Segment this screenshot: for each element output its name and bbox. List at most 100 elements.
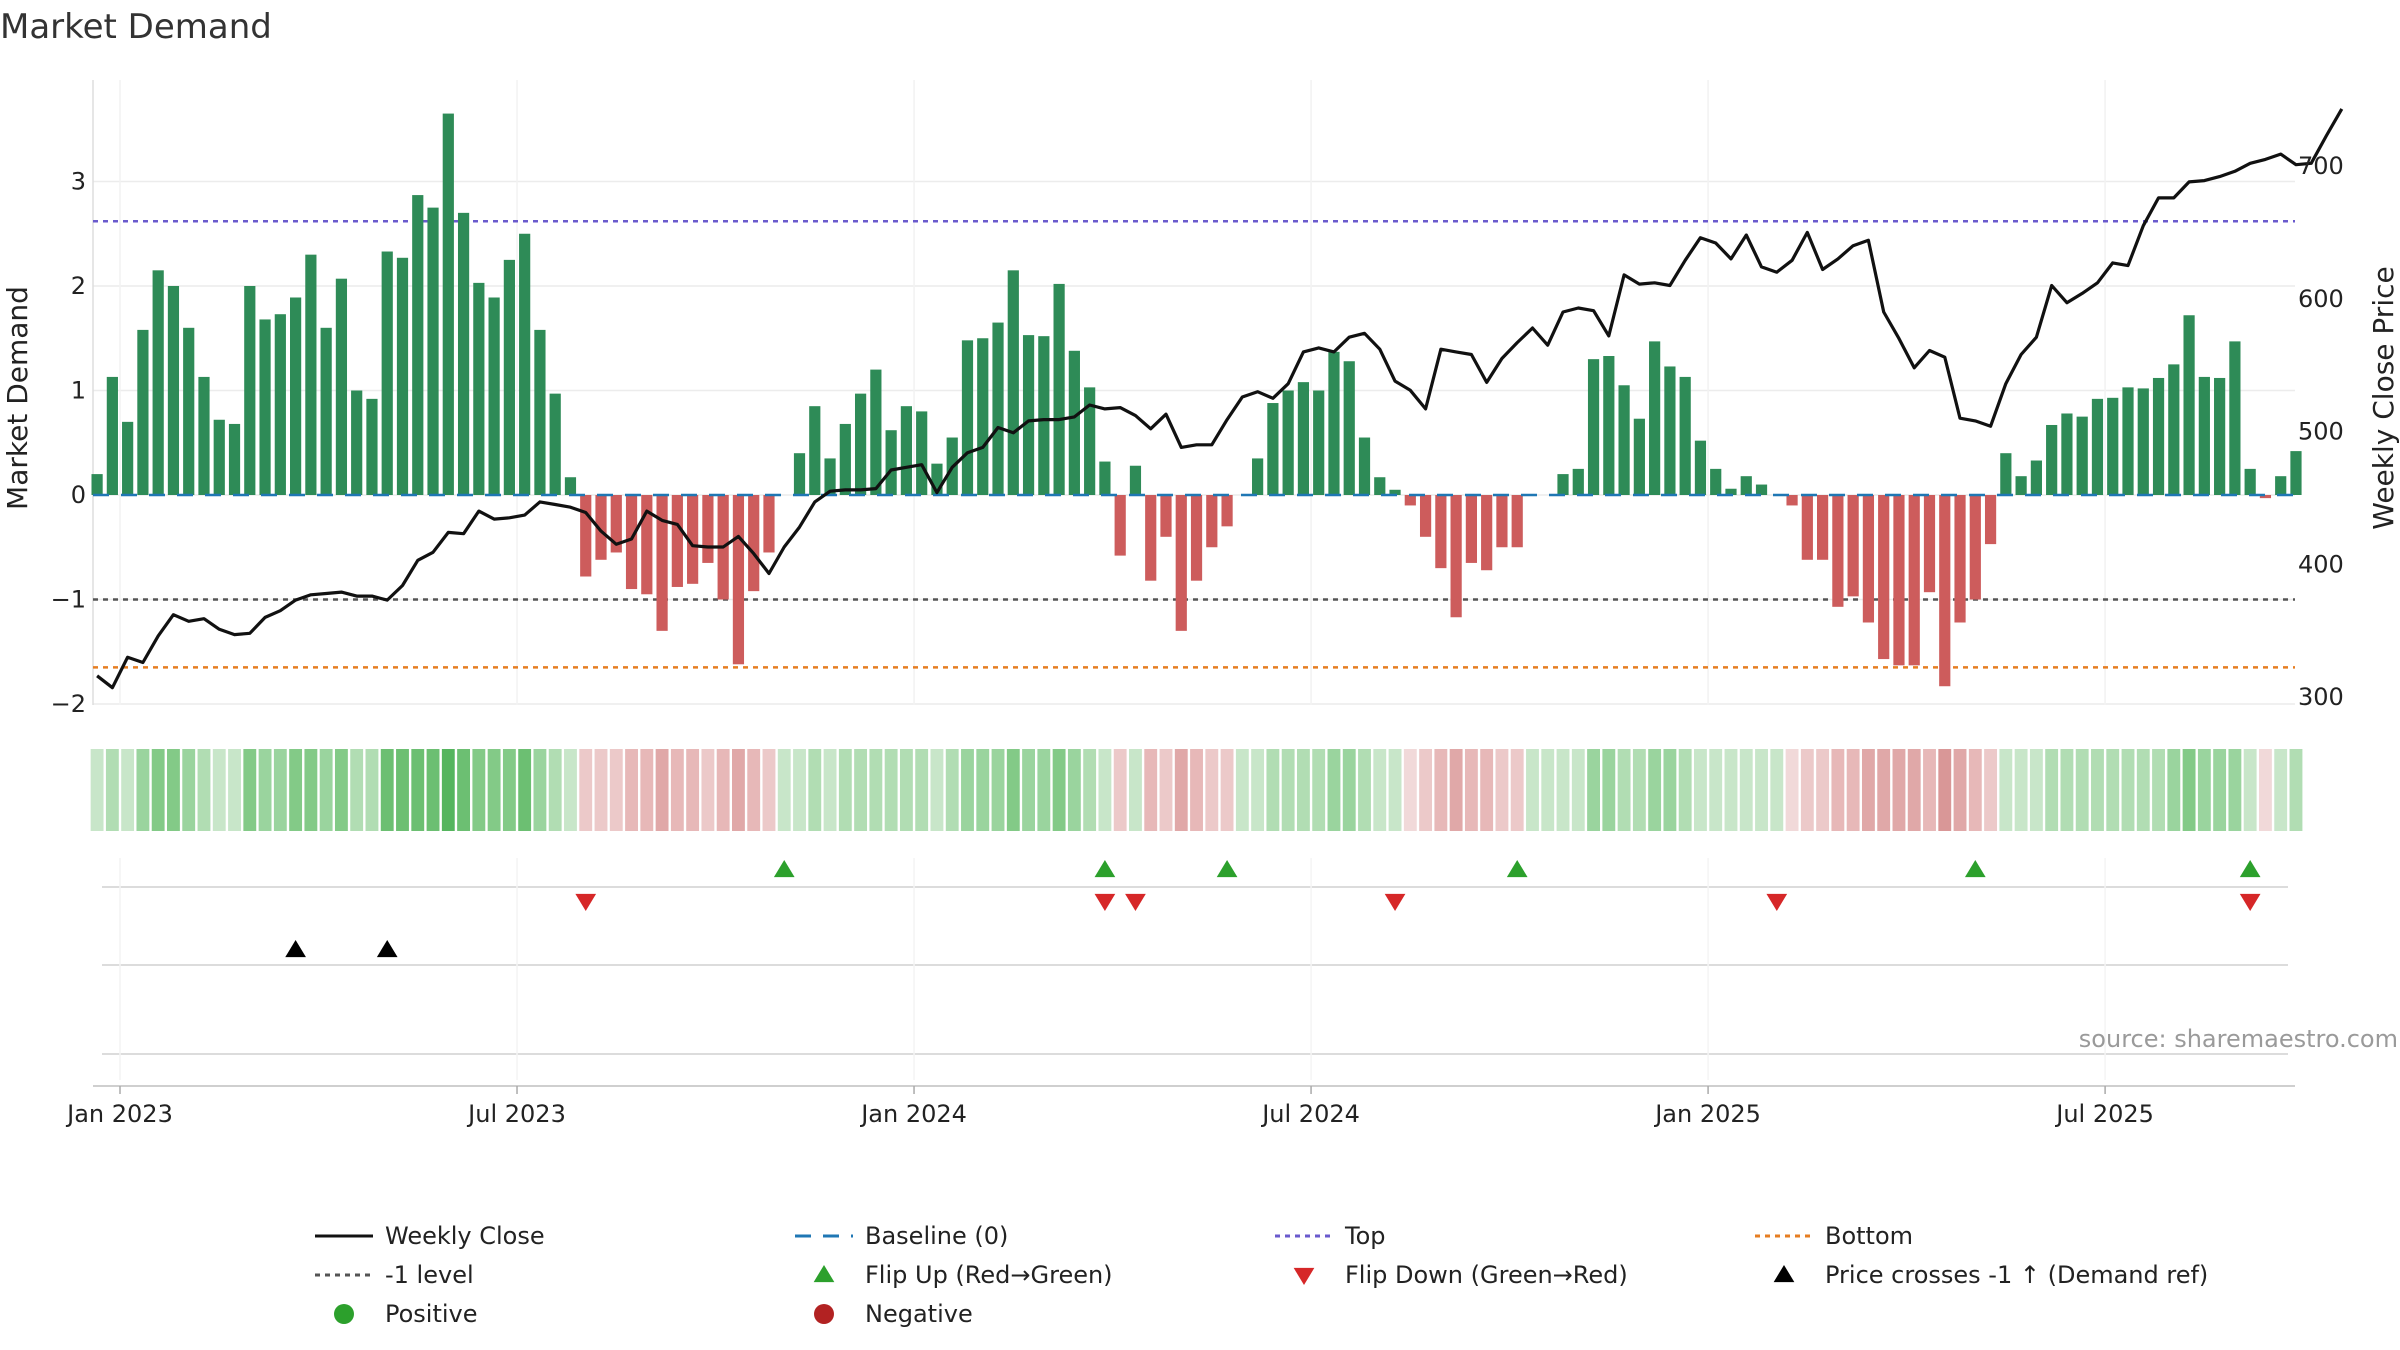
demand-bar-negative [687, 495, 699, 584]
demand-bar-positive [137, 329, 149, 495]
color-strip-cell [1296, 749, 1310, 831]
legend-label: -1 level [385, 1261, 474, 1289]
color-strip-cell [258, 749, 272, 831]
demand-bar-negative [1435, 495, 1447, 569]
demand-bar-negative [763, 495, 775, 553]
left-tick-label: 2 [71, 272, 86, 300]
demand-bar-positive [351, 390, 363, 495]
color-strip-cell [1235, 749, 1249, 831]
x-tick-label: Jan 2023 [65, 1100, 173, 1128]
demand-bar-negative [1878, 495, 1890, 660]
flip-up-marker [773, 860, 795, 878]
color-strip-cell [686, 749, 700, 831]
color-strip-cell [1999, 749, 2013, 831]
demand-bar-positive [1389, 489, 1401, 495]
color-strip-cell [1602, 749, 1616, 831]
color-strip-cell [2213, 749, 2227, 831]
demand-bar-positive [1374, 477, 1386, 495]
color-strip-cell [1816, 749, 1830, 831]
demand-bar-positive [1618, 385, 1630, 495]
demand-bar-positive [442, 113, 454, 495]
demand-bar-negative [1923, 495, 1936, 593]
demand-bar-positive [2214, 377, 2226, 495]
demand-bar-negative [1984, 495, 1997, 545]
x-tick-label: Jan 2025 [1653, 1100, 1761, 1128]
color-strip-cell [838, 749, 852, 831]
demand-bar-positive [1267, 403, 1279, 495]
legend-item: Flip Down (Green→Red) [1293, 1261, 1628, 1289]
color-strip-cell [1968, 749, 1982, 831]
demand-bar-positive [824, 458, 836, 495]
color-strip-cell [1373, 749, 1387, 831]
left-tick-label: −1 [51, 586, 86, 614]
color-strip-cell [518, 749, 532, 831]
color-strip-cell [1419, 749, 1433, 831]
legend-label: Positive [385, 1300, 478, 1328]
left-axis-ticks: 3 2 1 0 −1 −2 [51, 168, 86, 719]
demand-bar-positive [2000, 453, 2012, 495]
demand-bar-positive [885, 430, 897, 495]
demand-bar-negative [702, 495, 714, 563]
color-strip-cell [2259, 749, 2272, 831]
color-strip-cell [2060, 749, 2074, 831]
demand-bar-positive [1053, 283, 1065, 495]
demand-bar-positive [1282, 390, 1294, 495]
flip-down-marker [1125, 893, 1146, 911]
demand-bar-positive [1343, 361, 1355, 495]
legend-label: Baseline (0) [865, 1222, 1008, 1250]
color-strip-cell [991, 749, 1005, 831]
demand-bar-positive [1297, 382, 1310, 495]
color-strip-cell [869, 749, 883, 831]
demand-bar-positive [305, 254, 317, 495]
demand-bar-negative [1817, 495, 1829, 560]
color-strip-cell [1556, 749, 1570, 831]
demand-bar-negative [1893, 495, 1905, 666]
color-strip-cell [1861, 749, 1875, 831]
color-strip-cell [396, 749, 409, 831]
demand-bar-positive [1649, 341, 1661, 495]
legend-item: Baseline (0) [795, 1222, 1008, 1250]
color-strip-cell [945, 749, 959, 831]
legend-label: Price crosses -1 ↑ (Demand ref) [1825, 1261, 2208, 1289]
demand-bar-positive [2152, 377, 2165, 495]
demand-bar-positive [2107, 397, 2119, 495]
color-strip-cell [1938, 749, 1952, 831]
x-tick-label: Jul 2025 [2054, 1100, 2154, 1128]
demand-bar-negative [580, 495, 592, 577]
left-tick-label: 0 [71, 481, 86, 509]
demand-bar-negative [732, 495, 745, 665]
demand-bar-positive [427, 207, 439, 495]
color-strip-cell [1648, 749, 1662, 831]
color-strip-cell [1342, 749, 1356, 831]
color-strip-cell [228, 749, 241, 831]
x-tick-label: Jul 2024 [1260, 1100, 1360, 1128]
color-strip-cell [365, 749, 379, 831]
color-strip-cell [976, 749, 990, 831]
color-strip-cell [1190, 749, 1203, 831]
color-strip-cell [716, 749, 730, 831]
flip-down-marker [575, 893, 597, 911]
legend-swatch-triangle-up [813, 1265, 835, 1283]
color-strip-cell [1220, 749, 1234, 831]
demand-bar-positive [1740, 476, 1752, 495]
demand-bar-negative [1496, 495, 1508, 548]
color-strip-cell [1403, 749, 1417, 831]
demand-bar-positive [931, 463, 943, 495]
color-strip-cell [1205, 749, 1219, 831]
color-strip-cell [793, 749, 806, 831]
demand-bar-positive [854, 393, 867, 495]
event-marker-rows [102, 858, 2288, 1080]
chart-title: Market Demand [0, 7, 272, 47]
demand-bar-positive [2015, 476, 2027, 495]
color-strip-cell [1694, 749, 1707, 831]
demand-bar-positive [335, 278, 348, 495]
color-strip-cell [1281, 749, 1295, 831]
demand-bar-positive [106, 376, 118, 495]
color-strip-cell [1755, 749, 1768, 831]
flip-up-marker [1964, 860, 1986, 878]
demand-bar-negative [1450, 495, 1462, 618]
color-strip-cell [1907, 749, 1921, 831]
demand-bar-positive [549, 393, 561, 495]
legend-item: Negative [814, 1300, 973, 1328]
demand-bar-positive [2290, 451, 2302, 495]
